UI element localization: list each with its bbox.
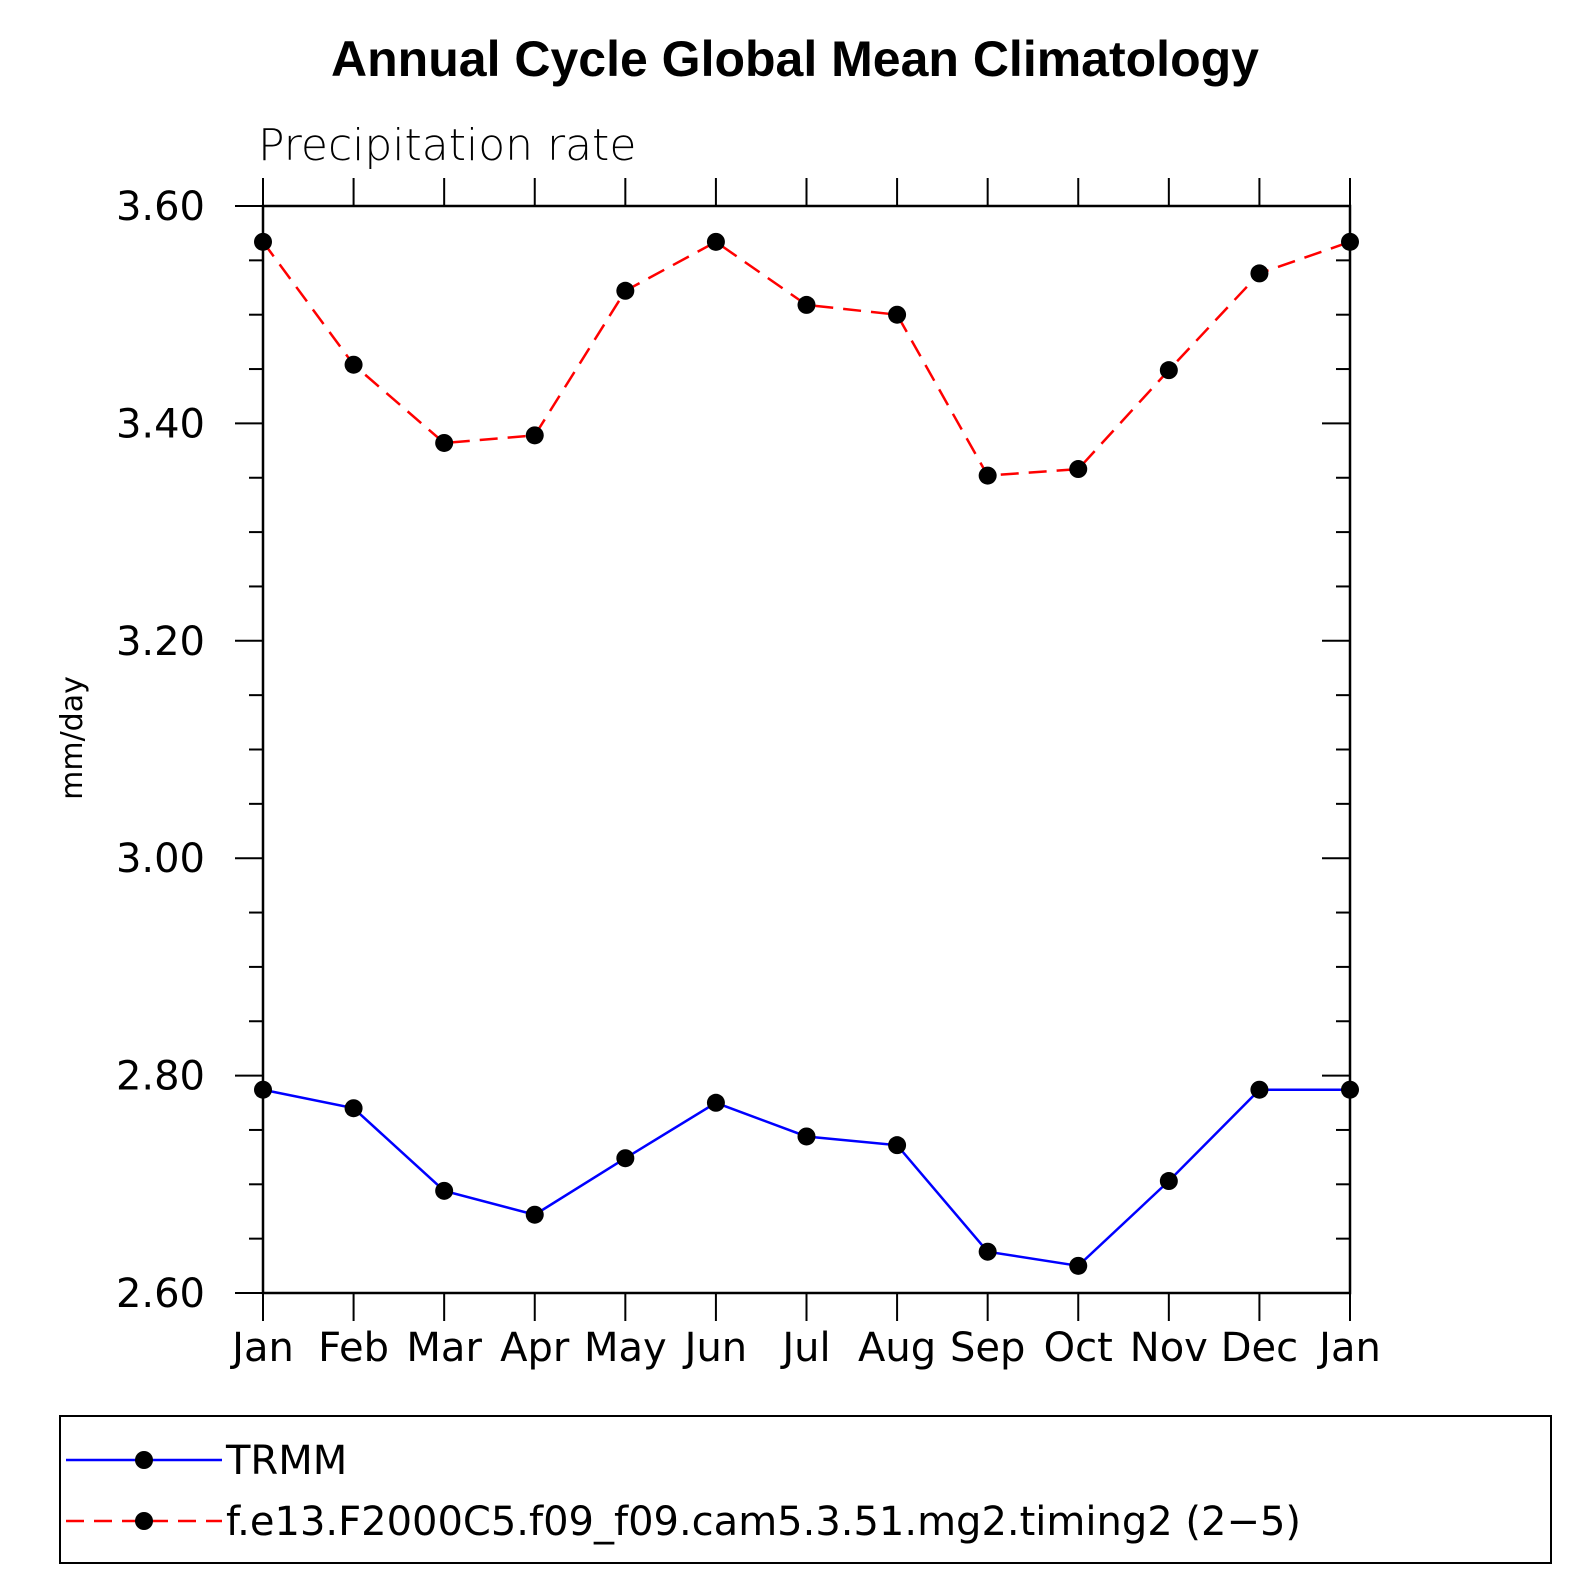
y-axis-label: mm/day — [55, 676, 90, 800]
data-point — [1069, 460, 1088, 479]
y-tick-label: 3.60 — [116, 184, 205, 230]
data-point — [888, 305, 907, 324]
legend-label: f.e13.F2000C5.f09_f09.cam5.3.51.mg2.timi… — [226, 1499, 1301, 1545]
series-0 — [254, 1080, 1359, 1275]
legend: TRMM f.e13.F2000C5.f09_f09.cam5.3.51.mg2.… — [59, 1415, 1552, 1564]
x-tick-label: May — [584, 1325, 667, 1371]
chart-title: Annual Cycle Global Mean Climatology — [331, 31, 1259, 87]
series-1 — [254, 232, 1359, 485]
x-tick-label: Feb — [318, 1325, 389, 1371]
data-point — [888, 1136, 907, 1155]
y-tick-label: 2.60 — [116, 1271, 205, 1317]
data-point — [1250, 1080, 1269, 1099]
data-point — [254, 232, 272, 251]
x-tick-label: Nov — [1130, 1325, 1208, 1371]
data-point — [616, 281, 635, 300]
data-point — [1159, 361, 1178, 380]
x-tick-label: Oct — [1044, 1325, 1113, 1371]
data-point — [344, 355, 363, 374]
data-point — [797, 1127, 816, 1146]
data-point — [1250, 264, 1269, 283]
plot-series — [254, 232, 1359, 1275]
legend-label: TRMM — [225, 1438, 347, 1484]
y-tick-label: 3.40 — [116, 401, 205, 447]
data-point — [525, 426, 544, 445]
data-point — [1069, 1256, 1088, 1275]
series-line — [261, 240, 1351, 477]
x-tick-label: Dec — [1221, 1325, 1298, 1371]
y-tick-label: 3.00 — [116, 836, 205, 882]
data-point — [254, 1080, 272, 1099]
data-point — [978, 1242, 997, 1261]
legend-marker — [135, 1451, 153, 1469]
data-point — [706, 1093, 725, 1112]
data-point — [706, 232, 725, 251]
legend-box — [59, 1415, 1552, 1564]
axes: 3.60 3.40 3.20 3.00 2.80 2.60 Jan Feb Mar Apr May J… — [116, 178, 1381, 1371]
data-point — [525, 1205, 544, 1224]
data-point — [1159, 1172, 1178, 1191]
series-line — [262, 1088, 1350, 1268]
y-tick-label: 3.20 — [116, 619, 205, 665]
y-tick-label: 2.80 — [116, 1054, 205, 1100]
data-point — [435, 1181, 454, 1200]
x-tick-label: Sep — [950, 1325, 1025, 1371]
data-point — [616, 1149, 635, 1168]
x-tick-label: Jan — [1316, 1325, 1381, 1371]
x-tick-label: Aug — [858, 1325, 936, 1371]
x-tick-label: Jun — [682, 1325, 748, 1371]
data-point — [797, 295, 816, 314]
x-tick-label: Jul — [779, 1325, 830, 1371]
data-point — [1341, 232, 1359, 251]
x-tick-label: Mar — [406, 1325, 482, 1371]
data-point — [344, 1099, 363, 1118]
legend-marker — [135, 1512, 153, 1530]
x-tick-label: Apr — [500, 1325, 570, 1371]
data-point — [1341, 1080, 1359, 1099]
x-tick-label: Jan — [229, 1325, 294, 1371]
data-point — [435, 433, 454, 452]
data-point — [978, 466, 997, 485]
chart-subtitle: Precipitation rate — [258, 120, 636, 171]
